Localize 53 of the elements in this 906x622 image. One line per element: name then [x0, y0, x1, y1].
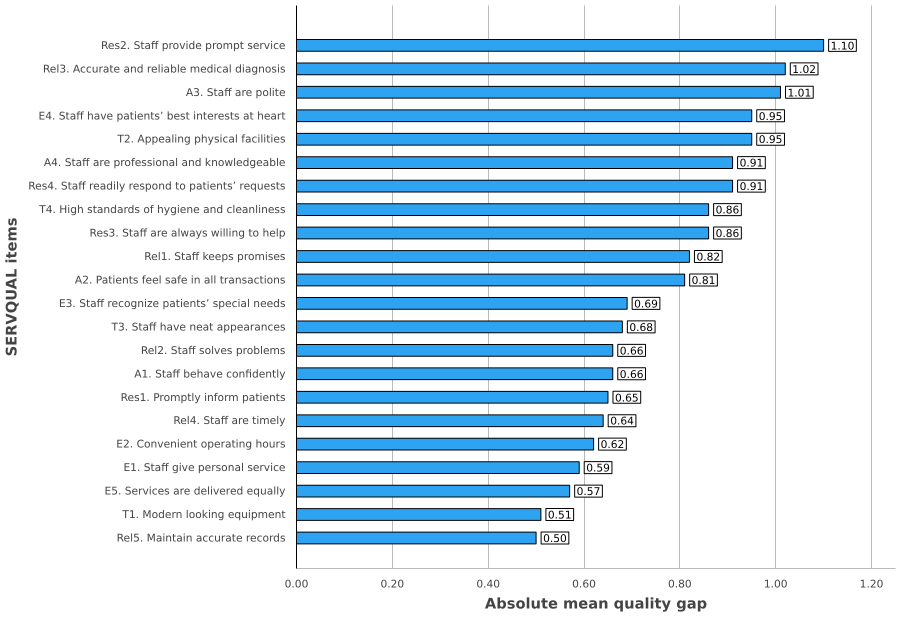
- data-label: 0.68: [629, 320, 654, 334]
- data-label: 0.86: [716, 227, 740, 240]
- x-tick-label: 0.80: [668, 578, 692, 590]
- data-label: 0.65: [614, 391, 639, 404]
- y-tick-label: Res1. Promptly inform patients: [120, 390, 286, 404]
- data-label: 1.10: [830, 39, 855, 52]
- data-label: 0.50: [543, 532, 568, 546]
- data-label: 0.95: [758, 110, 782, 123]
- data-label: 0.82: [696, 250, 720, 264]
- y-tick-label: E5. Services are delivered equally: [104, 484, 286, 498]
- y-tick-label: E4. Staff have patients’ best interests at heart: [38, 109, 286, 122]
- data-label: 0.69: [634, 297, 658, 310]
- y-tick-label: Res3. Staff are always willing to help: [90, 226, 286, 240]
- data-label: 0.57: [576, 485, 600, 498]
- x-axis-title: Absolute mean quality gap: [484, 596, 708, 612]
- y-tick-label: T4. High standards of hygiene and cleanliness: [38, 203, 286, 216]
- data-label: 0.66: [620, 368, 644, 381]
- y-tick-label: E2. Convenient operating hours: [116, 438, 286, 451]
- x-tick-label: 1.20: [860, 578, 884, 590]
- y-tick-label: A2. Patients feel safe in all transactions: [74, 273, 286, 286]
- data-label: 0.81: [692, 274, 716, 287]
- y-tick-label: Rel4. Staff are timely: [173, 414, 286, 428]
- y-tick-label: A3. Staff are polite: [186, 86, 286, 99]
- y-tick-label: A4. Staff are professional and knowledgeable: [44, 156, 286, 170]
- data-label: 0.95: [758, 133, 782, 146]
- data-label: 0.91: [740, 156, 764, 170]
- y-tick-label: T3. Staff have neat appearances: [110, 320, 286, 334]
- x-tick-label: 1.00: [764, 578, 788, 590]
- x-tick-label: 0.40: [476, 578, 500, 590]
- y-tick-label: Res2. Staff provide prompt service: [100, 38, 286, 52]
- data-label: 0.64: [610, 414, 634, 428]
- y-tick-label: T2. Appealing physical facilities: [116, 132, 286, 146]
- y-tick-label: E3. Staff recognize patients’ special needs: [58, 296, 286, 310]
- x-tick-label: 0.00: [284, 578, 309, 590]
- data-label: 1.02: [792, 62, 816, 76]
- x-tick-label: 0.60: [572, 578, 596, 590]
- data-label: 0.66: [620, 344, 644, 358]
- data-label: 0.86: [716, 204, 740, 217]
- y-tick-label: Rel5. Maintain accurate records: [116, 532, 286, 545]
- y-tick-label: Res4. Staff readily respond to patients’ requests: [28, 180, 286, 193]
- data-label: 0.91: [740, 180, 764, 194]
- y-axis-title: SERVQUAL items: [3, 217, 20, 356]
- data-label: 0.62: [600, 438, 624, 452]
- y-tick-label: E1. Staff give personal service: [123, 461, 286, 474]
- y-tick-label: T1. Modern looking equipment: [121, 508, 286, 522]
- data-label: 1.01: [787, 86, 812, 100]
- x-tick-label: 0.20: [380, 578, 404, 590]
- y-tick-label: Rel3. Accurate and reliable medical diagnosis: [42, 62, 286, 76]
- data-label: 0.51: [548, 508, 572, 522]
- y-tick-label: Rel2. Staff solves problems: [140, 344, 286, 357]
- y-tick-label: Rel1. Staff keeps promises: [144, 250, 286, 264]
- data-label: 0.59: [586, 462, 610, 475]
- y-tick-label: A1. Staff behave confidently: [134, 367, 286, 380]
